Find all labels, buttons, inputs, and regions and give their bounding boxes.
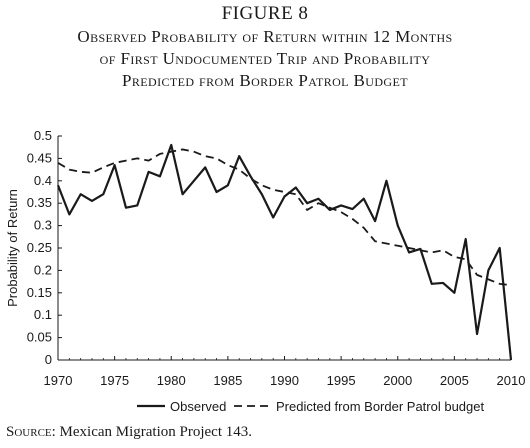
x-tick-label: 1980: [157, 373, 186, 388]
y-tick-label: 0.2: [34, 262, 52, 277]
source-label: Source:: [6, 424, 56, 440]
figure-source: Source: Mexican Migration Project 143.: [6, 424, 252, 441]
x-tick-label: 1975: [100, 373, 129, 388]
y-tick-label: 0.1: [34, 307, 52, 322]
figure-title-line: Predicted from Border Patrol Budget: [122, 71, 408, 90]
y-tick-label: 0.45: [27, 150, 52, 165]
observed-series-line: [56, 143, 513, 361]
legend-label: Observed: [170, 399, 226, 414]
x-tick-label: 1985: [213, 373, 242, 388]
x-tick-label: 1970: [44, 373, 73, 388]
figure-label: FIGURE 8: [221, 3, 309, 24]
figure-title-line: Observed Probability of Return within 12…: [77, 27, 453, 46]
x-tick-label: 1995: [327, 373, 356, 388]
y-tick-label: 0.15: [27, 285, 52, 300]
predicted-series-line: [57, 148, 512, 287]
y-tick-label: 0.3: [34, 218, 52, 233]
legend-label: Predicted from Border Patrol budget: [276, 399, 484, 414]
chart-legend: Observed Predicted from Border Patrol bud…: [137, 399, 484, 414]
x-tick-label: 2010: [497, 373, 526, 388]
chart-series: [56, 143, 513, 361]
source-text: Mexican Migration Project 143.: [59, 424, 253, 440]
y-axis-label: Probability of Return: [5, 189, 20, 307]
x-tick-label: 2000: [383, 373, 412, 388]
chart-axes: 0 0.05 0.1 0.15 0.2 0.25 0.3 0.35 0.4 0.45 0.5 1970…: [5, 128, 525, 388]
x-tick-label: 2005: [440, 373, 469, 388]
figure-title: Observed Probability of Return within 12…: [0, 26, 530, 92]
y-tick-label: 0: [45, 352, 52, 367]
y-tick-label: 0.05: [27, 330, 52, 345]
x-tick-label: 1990: [270, 373, 299, 388]
figure-title-line: of First Undocumented Trip and Probabili…: [99, 49, 431, 68]
y-tick-label: 0.25: [27, 240, 52, 255]
y-tick-label: 0.35: [27, 195, 52, 210]
y-tick-label: 0.5: [34, 128, 52, 143]
y-tick-label: 0.4: [34, 173, 52, 188]
